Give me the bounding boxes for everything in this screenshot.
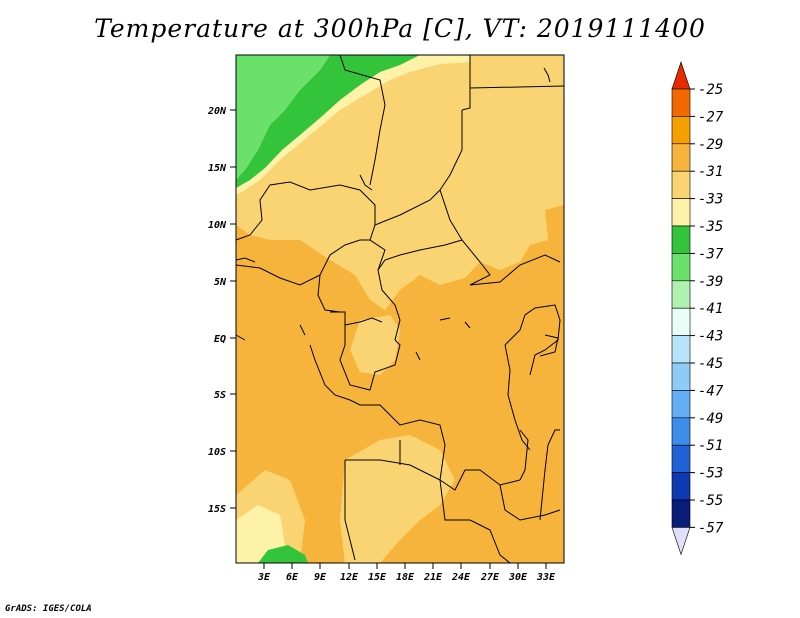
colorbar-segment [671, 307, 691, 336]
lon-label: 9E [314, 572, 327, 583]
lat-label: 10N [208, 220, 227, 231]
colorbar-segment [671, 225, 691, 254]
lon-label: 3E [257, 572, 271, 583]
colorbar-segment [671, 280, 691, 309]
colorbar-segment [671, 444, 691, 473]
lat-label: 15N [208, 163, 227, 174]
map-plot-area [235, 54, 565, 564]
longitude-axis [263, 563, 547, 569]
colorbar-label: -43 [698, 329, 723, 345]
temperature-field-yellow-center [350, 315, 400, 375]
lon-label: 18E [396, 572, 415, 583]
colorbar-segment [671, 335, 691, 364]
colorbar-label: -47 [698, 383, 724, 399]
plot-frame [235, 54, 565, 564]
map-title: Temperature at 300hPa [C], VT: 201911140… [94, 14, 706, 43]
colorbar: -25 -27 -29 -31 -33 -35 -37 -39 -41 -43 -45 -47 -49 -… [671, 61, 724, 556]
lat-label: 20N [207, 106, 227, 117]
lon-label: 12E [340, 572, 359, 583]
colorbar-segment [671, 143, 691, 172]
colorbar-label: -57 [698, 520, 724, 536]
colorbar-label: -29 [698, 137, 723, 153]
lon-label: 21E [423, 572, 443, 583]
lon-label: 30E [508, 572, 528, 583]
temperature-field-yellow-south [340, 435, 455, 563]
longitude-labels: 3E 6E 9E 12E 15E 18E 21E 24E 27E 30E 33E [257, 572, 556, 583]
colorbar-segment [671, 362, 691, 391]
colorbar-label: -39 [698, 274, 723, 290]
latitude-labels: 20N 15N 10N 5N EQ 5S 10S 15S [207, 106, 227, 515]
lon-label: 33E [536, 572, 556, 583]
colorbar-segment [671, 170, 691, 199]
colorbar-label: -37 [698, 246, 724, 262]
colorbar-label: -35 [698, 219, 723, 235]
grads-credit: GrADS: IGES/COLA [5, 604, 92, 614]
lat-label: 5S [214, 390, 226, 401]
colorbar-segment [671, 88, 691, 117]
colorbar-label: -27 [698, 109, 724, 125]
lat-label: EQ [214, 334, 226, 345]
colorbar-label: -45 [698, 356, 723, 372]
lon-label: 15E [368, 572, 387, 583]
lat-label: 10S [208, 447, 226, 458]
colorbar-label: -51 [698, 438, 723, 454]
latitude-axis [230, 109, 236, 509]
colorbar-segment [671, 472, 691, 501]
colorbar-segment [671, 198, 691, 227]
colorbar-label: -49 [698, 411, 723, 427]
colorbar-label: -41 [698, 301, 723, 317]
colorbar-segment [671, 499, 691, 528]
colorbar-top-arrow [671, 61, 691, 90]
temperature-field-dark-green-south [258, 545, 308, 563]
colorbar-segment [671, 417, 691, 446]
colorbar-label: -55 [698, 493, 723, 509]
colorbar-label: -33 [698, 192, 723, 208]
temperature-field-dark-green [236, 55, 420, 188]
colorbar-segment [671, 253, 691, 282]
lon-label: 6E [286, 572, 299, 583]
lat-label: 15S [208, 504, 226, 515]
colorbar-label: -31 [698, 164, 723, 180]
colorbar-segment [671, 390, 691, 419]
lon-label: 27E [480, 572, 500, 583]
temperature-field-light-green [236, 55, 330, 180]
colorbar-label: -25 [698, 82, 723, 98]
colorbar-label: -53 [698, 466, 723, 482]
lat-label: 5N [214, 277, 227, 288]
colorbar-bottom-arrow [671, 527, 691, 556]
country-borders [235, 54, 565, 564]
colorbar-segment [671, 116, 691, 145]
temperature-field-pale-yellow-south [236, 505, 285, 563]
lon-label: 24E [451, 572, 471, 583]
